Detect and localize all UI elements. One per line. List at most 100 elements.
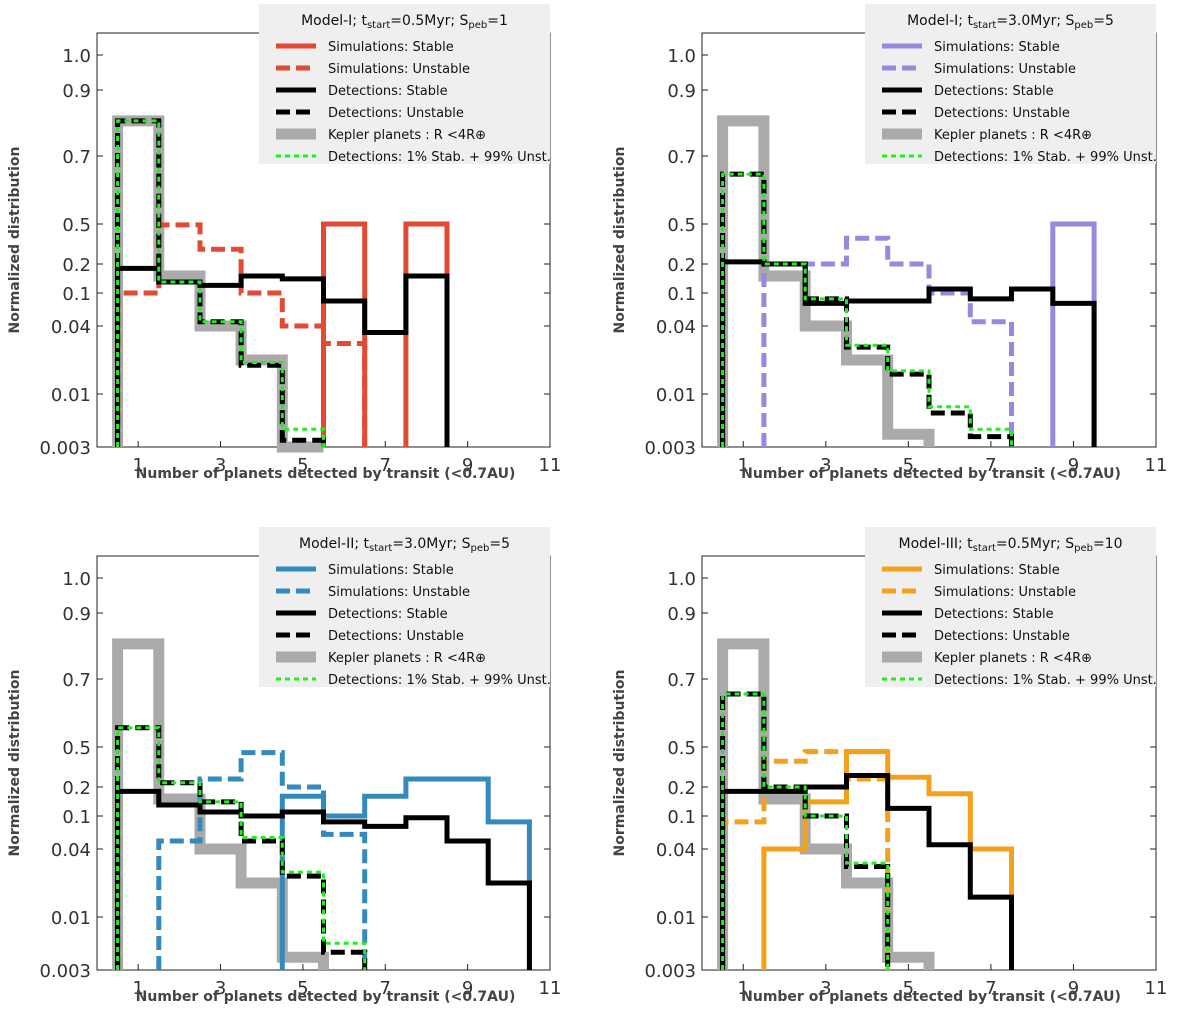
title-part: =3.0Myr; S (996, 13, 1074, 29)
x-tick-label: 5 (297, 455, 308, 476)
chart-panel-2: 0.003 0.01 0.04 0.1 0.2 0.5 0.7 0.9 1.0 1 3 5 7 9 11 Nu… (612, 4, 1167, 482)
x-tick-label: 11 (539, 455, 562, 476)
series-line (720, 171, 1014, 447)
x-tick-label: 1 (132, 455, 143, 476)
legend-label: Kepler planets : R <4R⊕ (934, 651, 1092, 666)
title-subscript: peb (1074, 20, 1093, 31)
series-line (1050, 221, 1097, 447)
y-tick-label: 1.0 (62, 46, 91, 67)
x-tick-label: 1 (132, 978, 143, 999)
y-tick-label: 0.5 (667, 738, 696, 759)
y-tick-label: 0.1 (667, 807, 696, 828)
title-part: =1 (487, 13, 508, 29)
y-axis-label: Normalized distribution (7, 146, 23, 333)
legend-label: Simulations: Unstable (328, 62, 470, 77)
x-axis-label: Number of planets detected by transit (<… (741, 466, 1121, 482)
legend: Model-II; tstart=3.0Myr; Speb=5 Simulatio… (259, 527, 551, 688)
x-tick-label: 11 (1145, 978, 1168, 999)
y-tick-label: 0.7 (667, 147, 696, 168)
legend-label: Detections: Unstable (328, 106, 464, 121)
y-tick-label: 0.1 (62, 807, 91, 828)
y-axis-label: Normalized distribution (612, 669, 628, 856)
legend-label: Detections: Stable (328, 84, 448, 99)
legend-label: Detections: 1% Stab. + 99% Unst. (328, 150, 551, 165)
legend-label: Kepler planets : R <4R⊕ (934, 128, 1092, 143)
x-tick-label: 1 (738, 455, 749, 476)
series-line (717, 638, 935, 970)
x-tick-label: 3 (215, 455, 226, 476)
y-tick-label: 0.2 (62, 255, 91, 276)
y-tick-label: 0.003 (644, 961, 696, 982)
title-part: =10 (1093, 536, 1123, 552)
y-tick-label: 0.5 (62, 215, 91, 236)
legend-title: Model-III; tstart=0.5Myr; Speb=10 (898, 536, 1122, 554)
title-subscript: start (973, 20, 996, 31)
legend: Model-III; tstart=0.5Myr; Speb=10 Simulat… (865, 527, 1157, 688)
y-tick-label: 0.9 (667, 604, 696, 625)
y-tick-label: 0.04 (51, 840, 91, 861)
x-tick-label: 9 (462, 978, 473, 999)
legend-label: Simulations: Stable (934, 563, 1060, 578)
title-part: Model-II; t (299, 536, 370, 552)
series-line (720, 259, 1097, 447)
y-tick-label: 0.5 (62, 738, 91, 759)
legend-label: Kepler planets : R <4R⊕ (328, 128, 486, 143)
legend-label: Detections: Stable (328, 607, 448, 622)
title-part: =5 (1093, 13, 1114, 29)
legend-label: Detections: Stable (934, 84, 1054, 99)
title-part: =3.0Myr; S (392, 536, 470, 552)
x-tick-label: 11 (539, 978, 562, 999)
title-subscript: start (369, 543, 392, 554)
legend-label: Detections: 1% Stab. + 99% Unst. (934, 673, 1157, 688)
series-line (156, 750, 368, 970)
x-tick-label: 5 (903, 455, 914, 476)
legend-label: Simulations: Unstable (328, 585, 470, 600)
legend-label: Simulations: Stable (934, 40, 1060, 55)
legend-label: Detections: Stable (934, 607, 1054, 622)
x-tick-label: 3 (820, 978, 831, 999)
y-tick-label: 0.2 (667, 778, 696, 799)
title-subscript: start (973, 543, 996, 554)
legend-label: Detections: 1% Stab. + 99% Unst. (328, 673, 551, 688)
y-axis-label: Normalized distribution (7, 669, 23, 856)
series-line (720, 749, 891, 970)
legend-label: Simulations: Stable (328, 563, 454, 578)
x-tick-label: 7 (380, 978, 391, 999)
y-tick-label: 0.2 (667, 255, 696, 276)
x-axis-label: Number of planets detected by transit (<… (136, 466, 516, 482)
legend-label: Simulations: Stable (328, 40, 454, 55)
x-tick-label: 1 (738, 978, 749, 999)
x-tick-label: 5 (903, 978, 914, 999)
series-line (721, 172, 1013, 447)
x-tick-label: 9 (1068, 455, 1079, 476)
y-tick-label: 1.0 (667, 569, 696, 590)
y-axis-label: Normalized distribution (612, 146, 628, 333)
series-line (116, 726, 367, 970)
legend: Model-I; tstart=0.5Myr; Speb=1 Simulation… (259, 4, 551, 165)
y-tick-label: 0.01 (51, 385, 91, 406)
y-tick-label: 1.0 (667, 46, 696, 67)
series-line (115, 788, 532, 970)
x-tick-label: 3 (820, 455, 831, 476)
x-axis-label: Number of planets detected by transit (<… (136, 989, 516, 1005)
y-tick-label: 0.04 (656, 317, 696, 338)
legend-label: Kepler planets : R <4R⊕ (328, 651, 486, 666)
title-subscript: peb (470, 543, 489, 554)
y-tick-label: 1.0 (62, 569, 91, 590)
chart-panel-4: 0.003 0.01 0.04 0.1 0.2 0.5 0.7 0.9 1.0 1 3 5 7 9 11 Nu… (612, 527, 1167, 1005)
legend-title: Model-I; tstart=3.0Myr; Speb=5 (907, 13, 1114, 31)
title-subscript: peb (468, 20, 487, 31)
x-tick-label: 7 (985, 455, 996, 476)
y-tick-label: 0.2 (62, 778, 91, 799)
legend-label: Detections: Unstable (934, 629, 1070, 644)
series-line (720, 773, 1014, 970)
legend-title: Model-I; tstart=0.5Myr; Speb=1 (301, 13, 508, 31)
x-axis-label: Number of planets detected by transit (<… (741, 989, 1121, 1005)
legend-label: Detections: Unstable (934, 106, 1070, 121)
x-tick-label: 3 (215, 978, 226, 999)
series-line (721, 692, 890, 970)
chart-panel-1: 0.003 0.01 0.04 0.1 0.2 0.5 0.7 0.9 1.0 1 3 5 7 9 11 Nu… (7, 4, 561, 482)
series-line (116, 119, 325, 447)
title-part: =0.5Myr; S (996, 536, 1074, 552)
legend-label: Detections: 1% Stab. + 99% Unst. (934, 150, 1157, 165)
